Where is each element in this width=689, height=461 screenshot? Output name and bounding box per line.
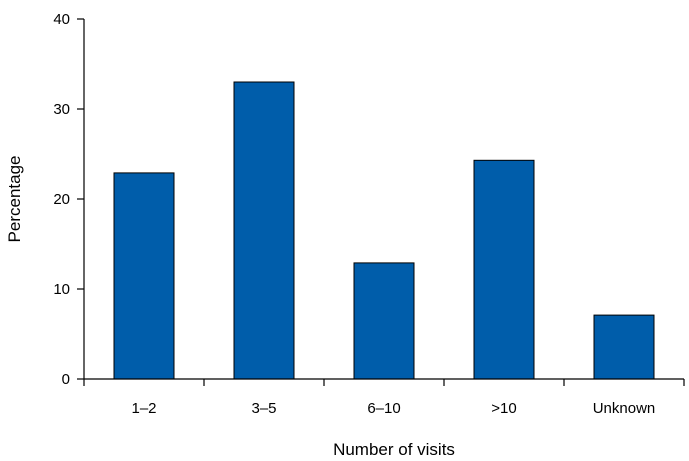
y-tick-label: 0: [62, 371, 70, 388]
bar-1: [233, 81, 295, 380]
x-axis: 1–2 3–5 6–10 >10 Unknown: [83, 378, 685, 417]
x-axis-title: Number of visits: [333, 440, 455, 459]
x-tick-label: 3–5: [251, 400, 276, 417]
bar-2: [353, 262, 415, 380]
bar-0: [113, 172, 175, 380]
y-axis: 0 10 20 30 40: [53, 11, 85, 388]
bars-group: [113, 81, 655, 380]
bar-4: [593, 314, 655, 380]
y-tick-label: 20: [53, 191, 70, 208]
bar-3: [473, 159, 535, 380]
x-tick-label: 6–10: [367, 400, 400, 417]
y-tick-label: 40: [53, 11, 70, 28]
y-tick-label: 10: [53, 281, 70, 298]
y-axis-title: Percentage: [5, 156, 24, 243]
x-tick-label: Unknown: [593, 400, 656, 417]
x-tick-label: 1–2: [131, 400, 156, 417]
x-tick-label: >10: [491, 400, 516, 417]
y-tick-label: 30: [53, 101, 70, 118]
